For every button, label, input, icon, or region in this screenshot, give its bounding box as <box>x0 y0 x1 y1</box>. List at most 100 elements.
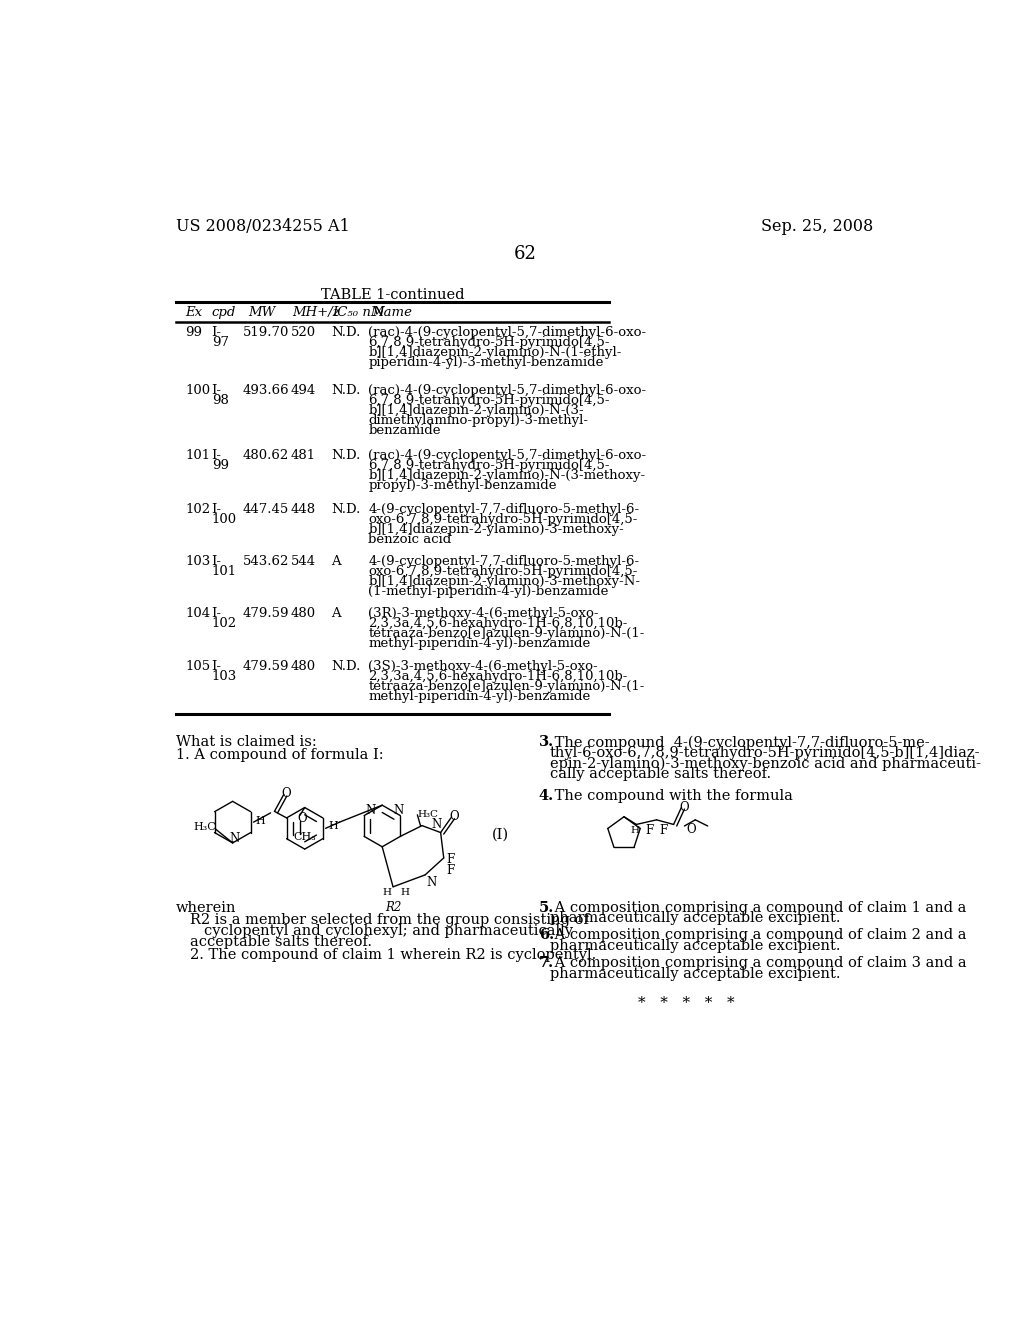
Text: 100: 100 <box>185 384 211 397</box>
Text: F: F <box>446 853 455 866</box>
Text: H: H <box>328 821 338 830</box>
Text: oxo-6,7,8,9-tetrahydro-5H-pyrimido[4,5-: oxo-6,7,8,9-tetrahydro-5H-pyrimido[4,5- <box>369 513 638 527</box>
Text: 519.70: 519.70 <box>243 326 289 339</box>
Text: (rac)-4-(9-cyclopentyl-5,7-dimethyl-6-oxo-: (rac)-4-(9-cyclopentyl-5,7-dimethyl-6-ox… <box>369 449 646 462</box>
Text: 4-(9-cyclopentyl-7,7-difluoro-5-methyl-6-: 4-(9-cyclopentyl-7,7-difluoro-5-methyl-6… <box>369 554 639 568</box>
Text: H: H <box>630 826 639 836</box>
Text: b][1,4]diazepin-2-ylamino)-N-(3-methoxy-: b][1,4]diazepin-2-ylamino)-N-(3-methoxy- <box>369 470 645 483</box>
Text: H: H <box>382 888 391 898</box>
Text: b][1,4]diazepin-2-ylamino)-N-(3-: b][1,4]diazepin-2-ylamino)-N-(3- <box>369 404 584 417</box>
Text: 99: 99 <box>212 459 228 473</box>
Text: What is claimed is:: What is claimed is: <box>176 735 316 750</box>
Text: MW: MW <box>248 306 275 319</box>
Text: piperidin-4-yl)-3-methyl-benzamide: piperidin-4-yl)-3-methyl-benzamide <box>369 356 603 370</box>
Text: 2,3,3a,4,5,6-hexahydro-1H-6,8,10,10b-: 2,3,3a,4,5,6-hexahydro-1H-6,8,10,10b- <box>369 669 628 682</box>
Text: oxo-6,7,8,9-tetrahydro-5H-pyrimido[4,5-: oxo-6,7,8,9-tetrahydro-5H-pyrimido[4,5- <box>369 565 638 578</box>
Text: O: O <box>297 812 306 825</box>
Text: 102: 102 <box>212 618 237 631</box>
Text: I-: I- <box>212 384 222 397</box>
Text: 1. A compound of formula I:: 1. A compound of formula I: <box>176 748 384 762</box>
Text: (I): (I) <box>492 828 509 842</box>
Text: tetraaza-benzo[e]azulen-9-ylamino)-N-(1-: tetraaza-benzo[e]azulen-9-ylamino)-N-(1- <box>369 627 645 640</box>
Text: cally acceptable salts thereof.: cally acceptable salts thereof. <box>550 767 771 781</box>
Text: I-: I- <box>212 660 222 673</box>
Text: (rac)-4-(9-cyclopentyl-5,7-dimethyl-6-oxo-: (rac)-4-(9-cyclopentyl-5,7-dimethyl-6-ox… <box>369 384 646 397</box>
Text: 493.66: 493.66 <box>243 384 290 397</box>
Text: benzamide: benzamide <box>369 424 440 437</box>
Text: 6.: 6. <box>539 928 554 942</box>
Text: pharmaceutically acceptable excipient.: pharmaceutically acceptable excipient. <box>550 966 840 981</box>
Text: R2 is a member selected from the group consisting of: R2 is a member selected from the group c… <box>190 913 589 927</box>
Text: epin-2-ylamino)-3-methoxy-benzoic acid and pharmaceuti-: epin-2-ylamino)-3-methoxy-benzoic acid a… <box>550 756 981 771</box>
Text: The compound with the formula: The compound with the formula <box>550 789 793 803</box>
Text: 494: 494 <box>291 384 316 397</box>
Text: N: N <box>431 818 441 830</box>
Text: methyl-piperidin-4-yl)-benzamide: methyl-piperidin-4-yl)-benzamide <box>369 689 591 702</box>
Text: 100: 100 <box>212 513 237 527</box>
Text: 98: 98 <box>212 395 228 407</box>
Text: I-: I- <box>212 503 222 516</box>
Text: CH₃: CH₃ <box>294 832 316 842</box>
Text: 448: 448 <box>291 503 315 516</box>
Text: 4.: 4. <box>539 789 554 803</box>
Text: A: A <box>331 554 341 568</box>
Text: I-: I- <box>212 554 222 568</box>
Text: wherein: wherein <box>176 900 237 915</box>
Text: O: O <box>450 810 459 824</box>
Text: F: F <box>446 865 455 876</box>
Text: Ex: Ex <box>185 306 203 319</box>
Text: H: H <box>256 816 265 826</box>
Text: 3.: 3. <box>539 735 554 750</box>
Text: cpd: cpd <box>212 306 237 319</box>
Text: Name: Name <box>372 306 412 319</box>
Text: 104: 104 <box>185 607 211 620</box>
Text: methyl-piperidin-4-yl)-benzamide: methyl-piperidin-4-yl)-benzamide <box>369 638 591 651</box>
Text: dimethylamino-propyl)-3-methyl-: dimethylamino-propyl)-3-methyl- <box>369 414 588 428</box>
Text: tetraaza-benzo[e]azulen-9-ylamino)-N-(1-: tetraaza-benzo[e]azulen-9-ylamino)-N-(1- <box>369 680 645 693</box>
Text: I-: I- <box>212 607 222 620</box>
Text: b][1,4]diazepin-2-ylamino)-3-methoxy-: b][1,4]diazepin-2-ylamino)-3-methoxy- <box>369 524 624 536</box>
Text: 103: 103 <box>212 669 237 682</box>
Text: 2. The compound of claim 1 wherein R2 is cyclopentyl.: 2. The compound of claim 1 wherein R2 is… <box>190 948 596 962</box>
Text: *   *   *   *   *: * * * * * <box>638 997 734 1010</box>
Text: F: F <box>646 825 654 837</box>
Text: R2: R2 <box>385 900 401 913</box>
Text: 5.: 5. <box>539 900 554 915</box>
Text: H₃C: H₃C <box>194 822 217 832</box>
Text: 99: 99 <box>185 326 203 339</box>
Text: benzoic acid: benzoic acid <box>369 533 452 546</box>
Text: 105: 105 <box>185 660 211 673</box>
Text: N.D.: N.D. <box>331 503 360 516</box>
Text: TABLE 1-continued: TABLE 1-continued <box>321 288 464 302</box>
Text: propyl)-3-methyl-benzamide: propyl)-3-methyl-benzamide <box>369 479 557 492</box>
Text: b][1,4]diazepin-2-ylamino)-N-(1-ethyl-: b][1,4]diazepin-2-ylamino)-N-(1-ethyl- <box>369 346 622 359</box>
Text: acceptable salts thereof.: acceptable salts thereof. <box>190 935 372 949</box>
Text: 480: 480 <box>291 660 315 673</box>
Text: 480.62: 480.62 <box>243 449 289 462</box>
Text: pharmaceutically acceptable excipient.: pharmaceutically acceptable excipient. <box>550 911 840 925</box>
Text: 480: 480 <box>291 607 315 620</box>
Text: (3R)-3-methoxy-4-(6-methyl-5-oxo-: (3R)-3-methoxy-4-(6-methyl-5-oxo- <box>369 607 599 620</box>
Text: H₃C: H₃C <box>418 810 438 820</box>
Text: 62: 62 <box>513 244 537 263</box>
Text: N: N <box>229 832 240 845</box>
Text: A composition comprising a compound of claim 2 and a: A composition comprising a compound of c… <box>550 928 966 942</box>
Text: 481: 481 <box>291 449 315 462</box>
Text: US 2008/0234255 A1: US 2008/0234255 A1 <box>176 218 350 235</box>
Text: (3S)-3-methoxy-4-(6-methyl-5-oxo-: (3S)-3-methoxy-4-(6-methyl-5-oxo- <box>369 660 598 673</box>
Text: N.D.: N.D. <box>331 384 360 397</box>
Text: H: H <box>400 888 410 898</box>
Text: 97: 97 <box>212 337 228 350</box>
Text: (1-methyl-piperidin-4-yl)-benzamide: (1-methyl-piperidin-4-yl)-benzamide <box>369 585 608 598</box>
Text: I-: I- <box>212 326 222 339</box>
Text: 4-(9-cyclopentyl-7,7-difluoro-5-methyl-6-: 4-(9-cyclopentyl-7,7-difluoro-5-methyl-6… <box>369 503 639 516</box>
Text: N.D.: N.D. <box>331 326 360 339</box>
Text: F: F <box>659 825 668 837</box>
Text: O: O <box>679 800 689 813</box>
Text: N: N <box>366 804 376 817</box>
Text: MH+/z: MH+/z <box>292 306 340 319</box>
Text: 102: 102 <box>185 503 211 516</box>
Text: A: A <box>331 607 341 620</box>
Text: pharmaceutically acceptable excipient.: pharmaceutically acceptable excipient. <box>550 940 840 953</box>
Text: 544: 544 <box>291 554 315 568</box>
